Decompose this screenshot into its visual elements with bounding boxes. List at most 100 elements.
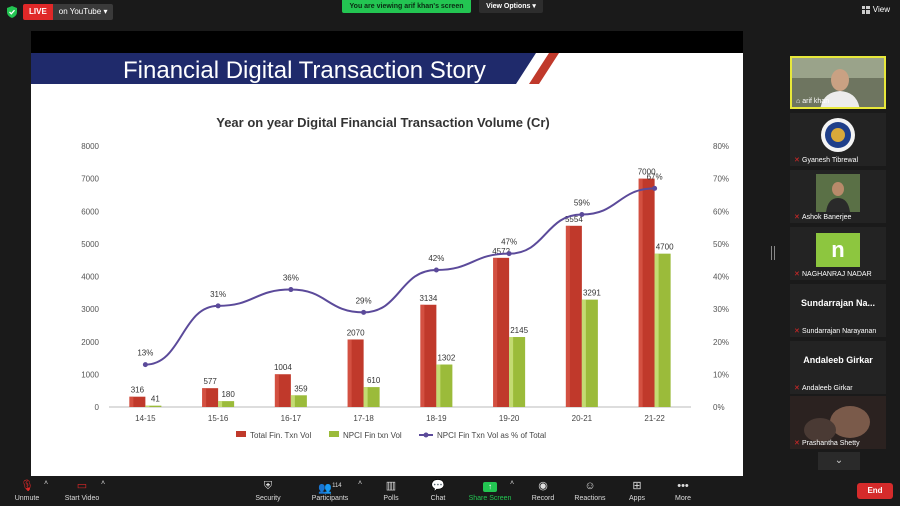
more-button[interactable]: ••• More bbox=[670, 480, 696, 502]
record-button[interactable]: ◉ Record bbox=[528, 480, 558, 502]
bar-npci-highlight bbox=[145, 405, 150, 407]
unmute-button[interactable]: 🎙 Unmute bbox=[10, 480, 44, 502]
x-tick-label: 20-21 bbox=[572, 414, 593, 423]
data-label-total: 2070 bbox=[347, 328, 365, 337]
chat-label: Chat bbox=[430, 495, 446, 502]
participant-tile-andaleeb[interactable]: Andaleeb Girkar ✕ Andaleeb Girkar bbox=[790, 341, 886, 394]
participant-tile-ashok[interactable]: ✕ Ashok Banerjee bbox=[790, 170, 886, 223]
participant-tile-prashantha[interactable]: ✕ Prashantha Shetty bbox=[790, 396, 886, 449]
legend-swatch-point bbox=[423, 432, 429, 438]
data-label-npci: 180 bbox=[221, 390, 235, 399]
scroll-down-chevron-icon[interactable]: ⌄ bbox=[818, 452, 860, 470]
chevron-down-icon: ▾ bbox=[103, 7, 108, 16]
bar-npci bbox=[145, 405, 162, 407]
bar-total bbox=[129, 396, 146, 407]
participant-name: ✕ Prashantha Shetty bbox=[794, 440, 860, 447]
data-label-pct: 67% bbox=[647, 172, 663, 181]
security-label: Security bbox=[255, 495, 281, 502]
y2-tick-label: 40% bbox=[713, 273, 729, 282]
panel-resize-handle[interactable] bbox=[771, 246, 775, 260]
polls-label: Polls bbox=[383, 495, 399, 502]
security-button[interactable]: ⛨ Security bbox=[250, 480, 286, 502]
live-stream-indicator[interactable]: LIVE on YouTube ▾ bbox=[23, 4, 114, 20]
data-label-total: 3134 bbox=[419, 294, 437, 303]
bar-total-highlight bbox=[274, 374, 279, 407]
more-dots-icon: ••• bbox=[677, 480, 689, 492]
polls-button[interactable]: ▥ Polls bbox=[378, 480, 404, 502]
y2-tick-label: 70% bbox=[713, 175, 729, 184]
audio-options-caret[interactable]: ˄ bbox=[42, 480, 50, 487]
data-label-npci: 4700 bbox=[656, 243, 674, 252]
data-label-npci: 359 bbox=[294, 384, 308, 393]
share-options-caret[interactable]: ˄ bbox=[508, 480, 516, 487]
x-tick-label: 21-22 bbox=[644, 414, 665, 423]
mic-muted-icon: 🎙 bbox=[20, 480, 34, 492]
bar-total-highlight bbox=[420, 304, 425, 407]
data-label-npci: 1302 bbox=[437, 354, 455, 363]
y-tick-label: 3000 bbox=[81, 305, 99, 314]
bar-total-highlight bbox=[565, 225, 570, 407]
data-label-npci: 41 bbox=[151, 395, 160, 404]
chat-button[interactable]: 💬 Chat bbox=[425, 480, 451, 502]
data-label-pct: 29% bbox=[356, 296, 372, 305]
mic-muted-icon: ✕ bbox=[794, 385, 800, 392]
legend-label: Total Fin. Txn Vol bbox=[250, 431, 311, 440]
x-tick-label: 17-18 bbox=[353, 414, 374, 423]
participants-button[interactable]: 👥114 Participants bbox=[308, 480, 352, 502]
presentation-slide: Financial Digital Transaction Story Year… bbox=[31, 53, 743, 484]
end-meeting-button[interactable]: End bbox=[857, 483, 893, 499]
data-label-total: 4572 bbox=[492, 247, 510, 256]
data-label-pct: 47% bbox=[501, 238, 517, 247]
grid-view-icon bbox=[861, 5, 870, 14]
shared-screen: Financial Digital Transaction Story Year… bbox=[31, 31, 743, 484]
y-tick-label: 7000 bbox=[81, 175, 99, 184]
participant-avatar bbox=[790, 170, 886, 223]
participant-tile-naghanraj[interactable]: n ✕ NAGHANRAJ NADAR bbox=[790, 227, 886, 280]
data-label-pct: 31% bbox=[210, 290, 226, 299]
polls-icon: ▥ bbox=[385, 480, 397, 492]
bar-npci-highlight bbox=[290, 395, 295, 407]
shield-check-icon[interactable] bbox=[7, 6, 17, 18]
share-screen-icon: ↑ bbox=[468, 480, 512, 493]
data-label-pct: 42% bbox=[428, 254, 444, 263]
participant-tile-gyanesh[interactable]: ✕ Gyanesh Tibrewal bbox=[790, 113, 886, 166]
start-video-label: Start Video bbox=[64, 495, 100, 502]
bar-npci bbox=[218, 401, 235, 407]
top-bar: LIVE on YouTube ▾ You are viewing arif k… bbox=[0, 0, 900, 24]
bar-line-chart: Year on year Digital Financial Transacti… bbox=[81, 115, 729, 440]
reactions-button[interactable]: ☺ Reactions bbox=[572, 480, 608, 502]
participant-tile-arif-khan[interactable]: ⌂ arif khan bbox=[790, 56, 886, 109]
pct-series-point bbox=[142, 362, 148, 368]
y-tick-label: 1000 bbox=[81, 370, 99, 379]
participant-tile-sundarrajan[interactable]: Sundarrajan Na... ✕ Sundarrajan Narayanan bbox=[790, 284, 886, 337]
x-tick-label: 14-15 bbox=[135, 414, 156, 423]
view-options-button[interactable]: View Options ▾ bbox=[479, 0, 543, 13]
data-label-npci: 3291 bbox=[583, 289, 601, 298]
apps-icon: ⊞ bbox=[632, 480, 642, 492]
pct-series-point bbox=[215, 303, 221, 309]
apps-button[interactable]: ⊞ Apps bbox=[624, 480, 650, 502]
participant-name: ✕ Gyanesh Tibrewal bbox=[794, 157, 859, 164]
chevron-down-icon: ▾ bbox=[532, 3, 536, 10]
start-video-button[interactable]: ▭ Start Video bbox=[60, 480, 104, 502]
y2-tick-label: 10% bbox=[713, 370, 729, 379]
view-button[interactable]: View bbox=[861, 5, 890, 14]
bar-total-highlight bbox=[202, 388, 207, 407]
share-screen-button[interactable]: ↑ Share Screen bbox=[468, 480, 512, 502]
y2-tick-label: 30% bbox=[713, 305, 729, 314]
participant-video bbox=[790, 396, 886, 449]
data-label-total: 7000 bbox=[638, 168, 656, 177]
legend-label: NPCI Fin txn Vol bbox=[343, 431, 402, 440]
y2-tick-label: 20% bbox=[713, 338, 729, 347]
data-label-pct: 36% bbox=[283, 274, 299, 283]
bar-total-highlight bbox=[638, 178, 643, 407]
pct-series-point bbox=[579, 212, 585, 218]
video-options-caret[interactable]: ˄ bbox=[99, 480, 107, 487]
live-destination: on YouTube ▾ bbox=[52, 4, 114, 20]
participants-options-caret[interactable]: ˄ bbox=[356, 480, 364, 487]
y2-tick-label: 80% bbox=[713, 142, 729, 151]
legend-swatch-bar bbox=[236, 431, 246, 437]
data-label-total: 5554 bbox=[565, 215, 583, 224]
participant-name: ✕ Andaleeb Girkar bbox=[794, 385, 853, 392]
x-tick-label: 16-17 bbox=[281, 414, 302, 423]
